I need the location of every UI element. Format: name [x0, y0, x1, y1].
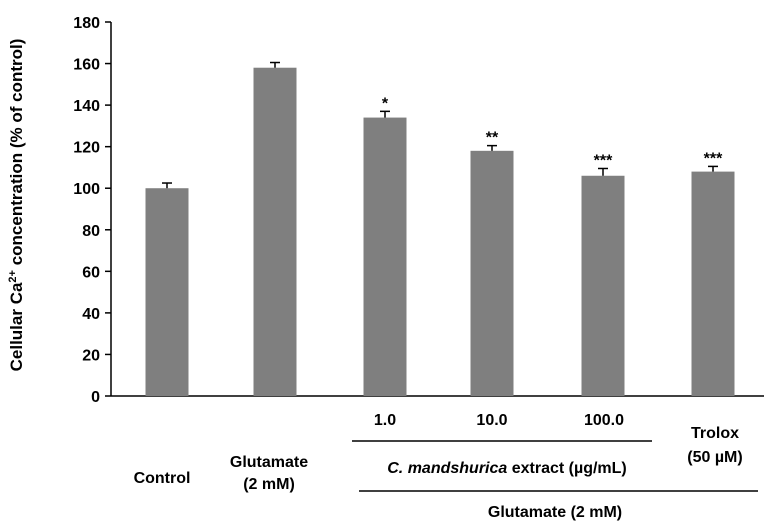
- y-ticks: 0 20 40 60 80 100 120 140 160 180: [73, 15, 111, 406]
- category-label-glutamate-line1: Glutamate: [230, 454, 308, 471]
- category-label-control: Control: [134, 470, 191, 487]
- category-label-dose-10: 10.0: [476, 412, 507, 429]
- y-axis-label-suffix: concentration (% of control): [7, 39, 26, 270]
- y-axis-label-superscript: 2+: [7, 270, 19, 283]
- significance-marker: **: [486, 130, 499, 147]
- significance-marker: ***: [704, 150, 723, 167]
- bar: [581, 175, 625, 396]
- y-tick-label: 140: [73, 98, 100, 115]
- category-label-trolox-line1: Trolox: [691, 425, 739, 442]
- extract-group-label: C. mandshurica extract (µg/mL): [387, 460, 627, 477]
- y-tick-label: 40: [82, 306, 100, 323]
- y-tick-label: 180: [73, 15, 100, 32]
- category-label-dose-100: 100.0: [584, 412, 624, 429]
- y-tick-label: 0: [91, 389, 100, 406]
- glutamate-group-label: Glutamate (2 mM): [488, 504, 622, 521]
- significance-marker: ***: [594, 152, 613, 169]
- y-tick-label: 80: [82, 223, 100, 240]
- extract-group-label-unit: extract (µg/mL): [507, 460, 626, 477]
- significance-marker: *: [382, 95, 389, 112]
- bar: [253, 67, 297, 396]
- bar: [691, 171, 735, 396]
- bar: [145, 188, 189, 396]
- category-label-glutamate-line2: (2 mM): [243, 476, 295, 493]
- extract-group-label-species: C. mandshurica: [387, 460, 507, 477]
- category-label-dose-1: 1.0: [374, 412, 396, 429]
- y-tick-label: 160: [73, 57, 100, 74]
- y-tick-label: 120: [73, 140, 100, 157]
- y-tick-label: 60: [82, 264, 100, 281]
- bars: ****** ***: [145, 61, 735, 397]
- bar: [470, 150, 514, 396]
- y-tick-label: 100: [73, 181, 100, 198]
- y-axis-label-prefix: Cellular Ca: [7, 282, 26, 371]
- y-tick-label: 20: [82, 347, 100, 364]
- category-label-trolox-line2: (50 µM): [687, 449, 742, 466]
- bar: [363, 117, 407, 397]
- y-axis-label: Cellular Ca2+ concentration (% of contro…: [7, 39, 26, 372]
